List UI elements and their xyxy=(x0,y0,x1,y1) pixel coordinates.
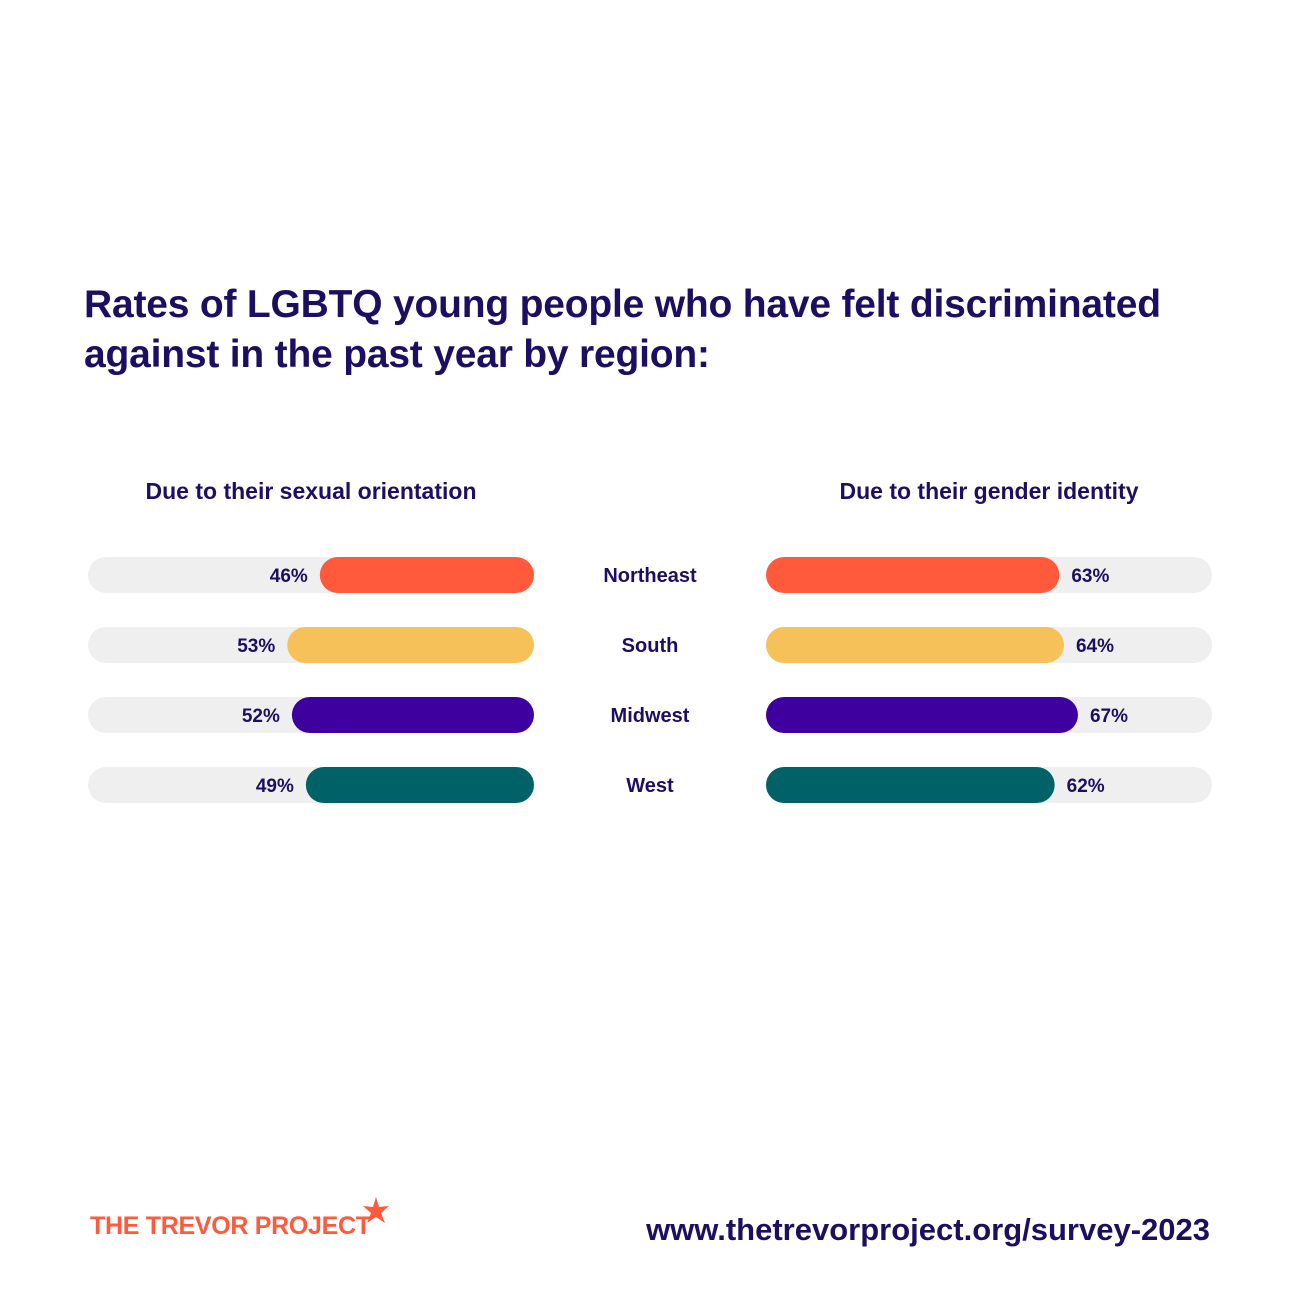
value-label-sexual-orientation-northeast: 46% xyxy=(270,566,308,587)
brand-name: THE TREVOR PROJECT xyxy=(90,1212,371,1240)
bar-sexual-orientation-northeast xyxy=(319,557,534,593)
bar-sexual-orientation-south xyxy=(287,627,534,663)
chart-title: Rates of LGBTQ young people who have fel… xyxy=(84,283,1161,376)
survey-link[interactable]: www.thetrevorproject.org/survey-2023 xyxy=(646,1212,1210,1247)
value-label-sexual-orientation-west: 49% xyxy=(256,776,294,797)
bar-sexual-orientation-midwest xyxy=(291,697,534,733)
value-label-sexual-orientation-south: 53% xyxy=(237,636,275,657)
category-label-west: West xyxy=(626,775,674,797)
panel-title-sexual-orientation: Due to their sexual orientation xyxy=(145,478,477,504)
value-label-gender-identity-northeast: 63% xyxy=(1071,566,1109,587)
bar-gender-identity-south xyxy=(766,627,1064,663)
bar-gender-identity-west xyxy=(766,767,1055,803)
category-label-south: South xyxy=(622,635,679,657)
bar-gender-identity-northeast xyxy=(766,557,1060,593)
panel-title-gender-identity: Due to their gender identity xyxy=(839,478,1139,504)
value-label-gender-identity-south: 64% xyxy=(1076,636,1114,657)
value-label-gender-identity-west: 62% xyxy=(1067,776,1105,797)
value-label-gender-identity-midwest: 67% xyxy=(1090,706,1128,727)
bar-gender-identity-midwest xyxy=(766,697,1078,733)
value-label-sexual-orientation-midwest: 52% xyxy=(242,706,280,727)
category-label-midwest: Midwest xyxy=(611,705,690,727)
bar-sexual-orientation-west xyxy=(305,767,534,803)
category-label-northeast: Northeast xyxy=(603,565,697,587)
star-icon xyxy=(363,1197,389,1223)
